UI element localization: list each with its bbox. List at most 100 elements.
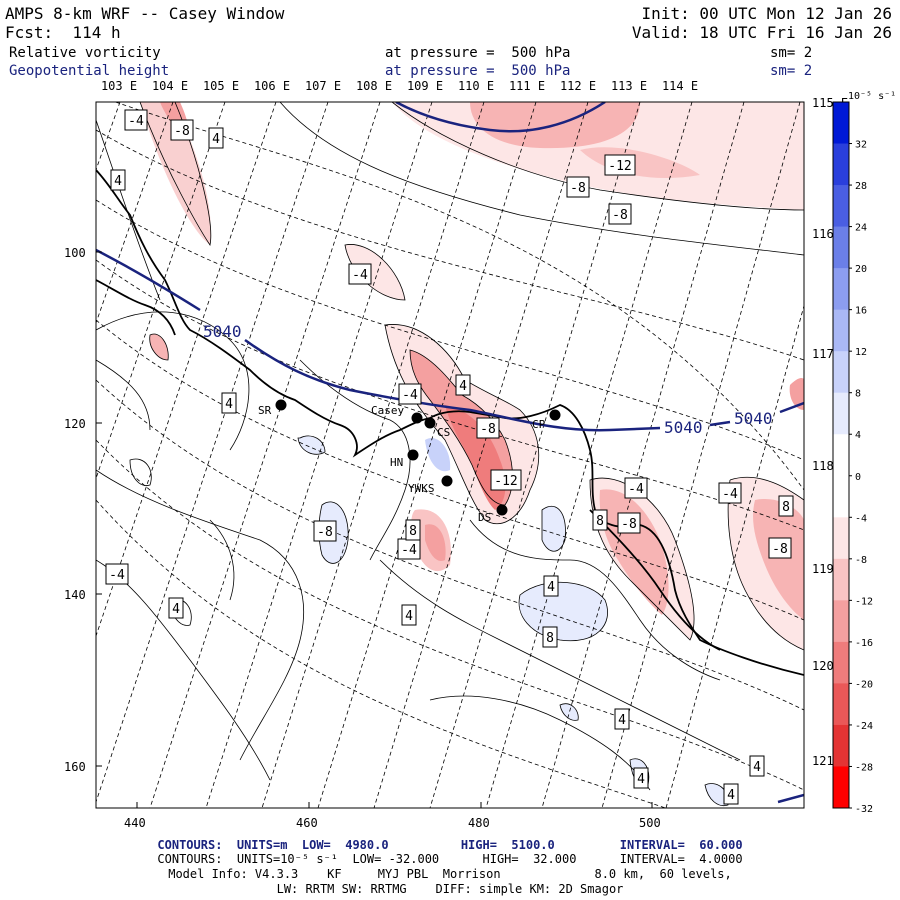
- vorticity-label: 4: [459, 379, 467, 394]
- forecast-hour: Fcst: 114 h: [5, 23, 121, 42]
- colorbar-unit: 10⁻⁵ s⁻¹: [848, 91, 896, 102]
- vorticity-label-box: [592, 509, 608, 531]
- colorbar-swatch: [833, 641, 849, 684]
- longitude-label: 109 E: [407, 79, 443, 93]
- plot-frame: [95, 101, 805, 809]
- station-label-hn: HN: [390, 456, 403, 469]
- footer-vorticity-contours: CONTOURS: UNITS=10⁻⁵ s⁻¹ LOW= -32.000 HI…: [157, 852, 743, 866]
- vorticity-label-box: [476, 417, 500, 439]
- vorticity-label-box: [401, 604, 417, 626]
- colorbar-tick-label: 12: [855, 347, 867, 358]
- color-bar: 32 28 24 20 16 12 8 4 0 -4 -8 -12 -16 -20 -24 -28 -32: [832, 101, 873, 815]
- vorticity-label-box: [313, 520, 337, 542]
- vorticity-label: 8: [596, 514, 604, 529]
- coastline: [96, 169, 804, 676]
- colorbar-swatch: [833, 268, 849, 311]
- vorticity-label-box: [124, 109, 148, 131]
- vorticity-label-box: [614, 708, 630, 730]
- colorbar-swatch: [833, 558, 849, 601]
- vorticity-label-box: [168, 597, 184, 619]
- vorticity-label-box: [105, 563, 129, 585]
- footer-height-contours: CONTOURS: UNITS=m LOW= 4980.0 HIGH= 5100…: [0, 838, 900, 852]
- station-label-cs: CS: [437, 426, 450, 439]
- y-tick-label: 100: [64, 246, 86, 260]
- vorticity-label-box: [778, 495, 794, 517]
- colorbar-tick-label: 16: [855, 306, 867, 317]
- field1-level: at pressure = 500 hPa: [385, 45, 571, 61]
- axis-ticks: [96, 251, 653, 808]
- vorticity-label: -4: [402, 388, 418, 403]
- field1-smooth: sm= 2: [770, 45, 813, 61]
- init-time: Init: 00 UTC Mon 12 Jan 26: [641, 4, 892, 23]
- vorticity-label: -8: [612, 208, 628, 223]
- longitude-label: 108 E: [356, 79, 392, 93]
- field2-smooth: sm= 2: [770, 63, 813, 79]
- vorticity-label-box: [455, 374, 471, 396]
- station-dot-sr: [275, 399, 287, 411]
- colorbar-tick-label: 28: [855, 181, 867, 192]
- vorticity-label: 4: [114, 174, 122, 189]
- colorbar-swatch: [833, 309, 849, 352]
- longitude-label: 110 E: [458, 79, 494, 93]
- vorticity-label-box: [566, 176, 590, 198]
- vorticity-label: -8: [174, 124, 190, 139]
- vorticity-label: 4: [753, 760, 761, 775]
- vorticity-label-box: [768, 537, 792, 559]
- station-label-casey: Casey: [371, 404, 404, 417]
- x-tick-label: 460: [296, 816, 318, 830]
- vorticity-label: 4: [637, 772, 645, 787]
- colorbar-tick-label: -28: [855, 762, 873, 773]
- longitude-label: 114 E: [662, 79, 698, 93]
- longitude-label: 112 E: [560, 79, 596, 93]
- vorticity-label: -8: [317, 525, 333, 540]
- vorticity-label: 4: [225, 397, 233, 412]
- colorbar-swatch: [833, 351, 849, 394]
- vorticity-label: -4: [109, 568, 125, 583]
- height-label: 5040: [664, 418, 703, 437]
- vorticity-label: 8: [409, 524, 417, 539]
- vorticity-label-box: [490, 469, 522, 491]
- vorticity-label: 4: [405, 609, 413, 624]
- valid-time: Valid: 18 UTC Fri 16 Jan 26: [631, 23, 892, 42]
- station-dot-casey: [411, 412, 423, 424]
- footer-physics-info: LW: RRTM SW: RRTMG DIFF: simple KM: 2D S…: [276, 882, 624, 896]
- colorbar-tick-label: 4: [855, 430, 861, 441]
- colorbar-tick-label: -16: [855, 638, 873, 649]
- height-label: 5040: [203, 322, 242, 341]
- y-tick-label: 160: [64, 760, 86, 774]
- vorticity-label-box: [405, 519, 421, 541]
- longitude-labels-top: 103 E 104 E 105 E 106 E 107 E 108 E 109 E 110 E…: [101, 79, 698, 93]
- vorticity-shading: [140, 102, 804, 806]
- vorticity-label: -8: [772, 542, 788, 557]
- colorbar-swatch: [833, 143, 849, 186]
- vorticity-label: -4: [722, 487, 738, 502]
- footer-height-interval: INTERVAL= 60.000: [619, 838, 743, 852]
- colorbar-tick-label: -20: [855, 679, 873, 690]
- vorticity-label: -12: [608, 159, 631, 174]
- x-tick-label: 440: [124, 816, 146, 830]
- colorbar-tick-label: 32: [855, 140, 867, 151]
- vorticity-label: -8: [621, 517, 637, 532]
- colorbar-tick-label: 24: [855, 223, 867, 234]
- x-tick-label: 480: [468, 816, 490, 830]
- vorticity-label-box: [110, 169, 126, 191]
- vorticity-label-box: [617, 512, 641, 534]
- station-dot-cp: [549, 409, 561, 421]
- colorbar-tick-label: 0: [855, 472, 861, 483]
- station-dot-cs: [424, 417, 436, 429]
- colorbar-swatch: [833, 475, 849, 518]
- longitude-label: 104 E: [152, 79, 188, 93]
- colorbar-swatch: [833, 392, 849, 435]
- station-label-cp: CP: [532, 418, 546, 431]
- vorticity-label: -4: [401, 543, 417, 558]
- station-dot-hn: [407, 449, 419, 461]
- vorticity-contours: [96, 102, 804, 807]
- vorticity-label-box: [604, 154, 636, 176]
- vorticity-label-box: [542, 626, 558, 648]
- x-tick-label: 500: [639, 816, 661, 830]
- longitude-label: 105 E: [203, 79, 239, 93]
- vorticity-label-box: [543, 575, 559, 597]
- longitude-label: 107 E: [305, 79, 341, 93]
- colorbar-tick-label: -4: [855, 513, 867, 524]
